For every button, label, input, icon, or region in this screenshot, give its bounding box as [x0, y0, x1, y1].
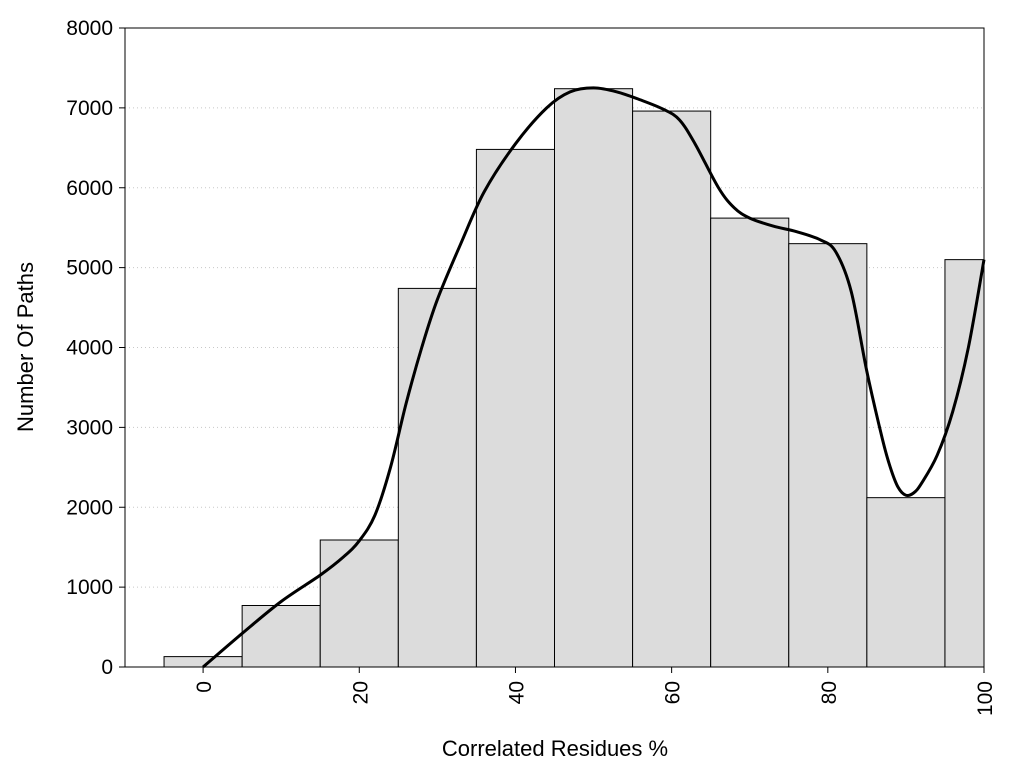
x-tick-label-80: 80 [818, 681, 841, 704]
y-tick-label-0: 0 [101, 656, 113, 679]
histogram-bar-4 [475, 148, 555, 668]
y-tick-label-4000: 4000 [66, 337, 113, 360]
histogram-bar-9 [866, 497, 946, 668]
y-tick-label-1000: 1000 [66, 576, 113, 599]
x-tick-label-20: 20 [349, 681, 372, 704]
histogram-bar-2 [319, 539, 399, 668]
histogram-bar-7 [710, 217, 790, 668]
y-tick-label-6000: 6000 [66, 177, 113, 200]
histogram-bar-8 [788, 243, 868, 668]
x-tick-label-100: 100 [974, 681, 997, 716]
x-tick-label-40: 40 [505, 681, 528, 704]
histogram-bar-10 [944, 259, 985, 668]
y-tick-label-7000: 7000 [66, 97, 113, 120]
histogram-bar-6 [632, 110, 712, 668]
x-tick-label-0: 0 [193, 681, 216, 693]
y-tick-label-3000: 3000 [66, 416, 113, 439]
y-tick-label-5000: 5000 [66, 257, 113, 280]
y-tick-label-8000: 8000 [66, 17, 113, 40]
y-axis-title: Number Of Paths [13, 262, 38, 432]
histogram-bar-5 [554, 88, 634, 668]
histogram-bar-3 [397, 287, 477, 668]
density-curve-layer [202, 86, 986, 669]
y-axis-ticks: 0 1000 2000 3000 4000 5000 6000 7000 8000 [66, 17, 125, 679]
x-axis-ticks: 0 20 40 60 80 100 [193, 667, 997, 716]
x-axis-title: Correlated Residues % [442, 736, 668, 761]
y-tick-label-2000: 2000 [66, 496, 113, 519]
density-curve [202, 86, 986, 669]
histogram-bar-1 [241, 604, 321, 668]
x-tick-label-60: 60 [662, 681, 685, 704]
histogram-bars [163, 88, 985, 668]
